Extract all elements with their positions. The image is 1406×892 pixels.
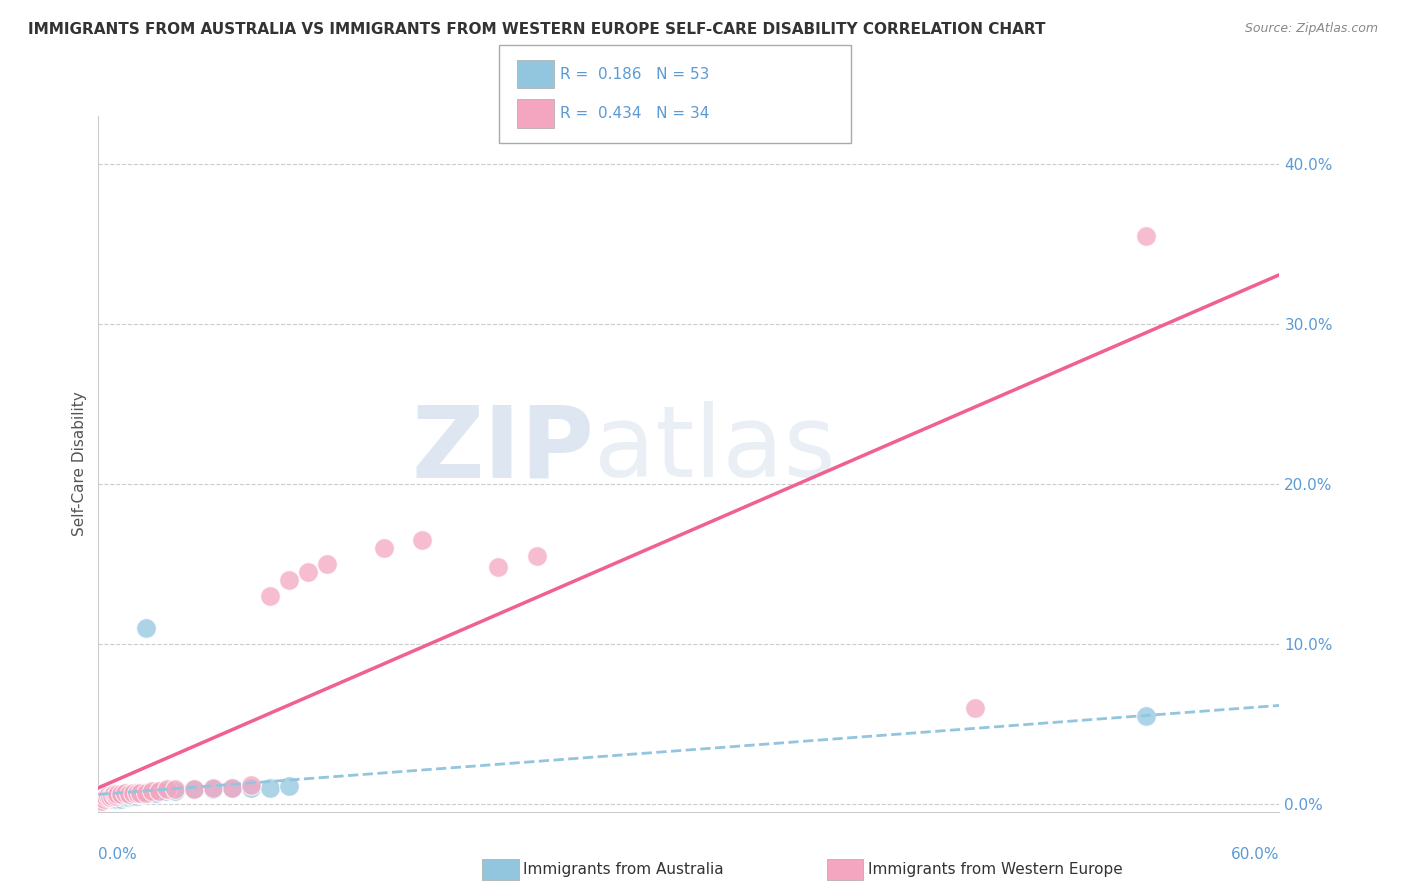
Point <box>135 621 157 635</box>
Point <box>259 589 281 603</box>
Point <box>163 782 186 797</box>
Point <box>139 785 162 799</box>
Point <box>94 792 117 806</box>
Point <box>201 782 224 797</box>
Point <box>148 784 170 798</box>
Point <box>488 560 510 574</box>
Point <box>963 700 986 714</box>
Point <box>110 787 132 801</box>
Point <box>110 792 132 806</box>
Point <box>127 787 149 801</box>
Point <box>129 787 152 801</box>
Point <box>163 784 186 798</box>
Point <box>93 792 115 806</box>
Point <box>97 790 120 805</box>
Point <box>373 541 395 555</box>
Point <box>239 778 262 792</box>
Point <box>277 573 299 587</box>
Point <box>1135 708 1157 723</box>
Point <box>91 793 114 807</box>
Point <box>108 787 131 801</box>
Point <box>131 787 153 801</box>
Point <box>135 785 157 799</box>
Point <box>121 785 143 799</box>
Y-axis label: Self-Care Disability: Self-Care Disability <box>72 392 87 536</box>
Point <box>108 790 131 805</box>
Point <box>104 787 127 801</box>
Point <box>107 789 129 803</box>
Point <box>135 785 157 799</box>
Point <box>89 793 111 807</box>
Text: Immigrants from Western Europe: Immigrants from Western Europe <box>868 863 1122 877</box>
Point <box>94 790 117 805</box>
Point <box>104 789 127 803</box>
Point <box>183 782 205 797</box>
Point <box>526 549 548 563</box>
Point <box>129 785 152 799</box>
Point <box>97 787 120 801</box>
Point <box>221 780 243 795</box>
Point <box>114 790 136 805</box>
Point <box>98 790 121 805</box>
Point <box>239 780 262 795</box>
Point <box>118 790 141 805</box>
Point <box>141 784 163 798</box>
Point <box>153 784 176 798</box>
Point <box>277 779 299 793</box>
Point <box>91 789 114 803</box>
Point <box>148 784 170 798</box>
Text: ZIP: ZIP <box>412 401 595 499</box>
Point <box>121 789 143 803</box>
Point <box>103 787 125 801</box>
Text: IMMIGRANTS FROM AUSTRALIA VS IMMIGRANTS FROM WESTERN EUROPE SELF-CARE DISABILITY: IMMIGRANTS FROM AUSTRALIA VS IMMIGRANTS … <box>28 22 1046 37</box>
Point <box>120 789 142 803</box>
Point <box>145 785 167 799</box>
Point <box>103 792 125 806</box>
Text: 60.0%: 60.0% <box>1232 847 1279 862</box>
Point <box>411 533 433 547</box>
Text: Immigrants from Australia: Immigrants from Australia <box>523 863 724 877</box>
Text: Source: ZipAtlas.com: Source: ZipAtlas.com <box>1244 22 1378 36</box>
Point <box>91 792 114 806</box>
Point <box>107 792 129 806</box>
Point <box>115 785 138 799</box>
Point <box>100 787 122 801</box>
Point <box>97 789 120 803</box>
Point <box>94 789 117 803</box>
Text: 0.0%: 0.0% <box>98 847 138 862</box>
Point <box>110 789 132 803</box>
Text: R =  0.434   N = 34: R = 0.434 N = 34 <box>560 106 709 120</box>
Point <box>125 785 148 799</box>
Point <box>183 782 205 797</box>
Point <box>112 790 135 805</box>
Point <box>118 787 141 801</box>
Point <box>141 785 163 799</box>
Point <box>100 790 122 805</box>
Point <box>115 789 138 803</box>
Text: R =  0.186   N = 53: R = 0.186 N = 53 <box>560 67 709 81</box>
Point <box>124 787 146 801</box>
Point <box>103 789 125 803</box>
Point <box>134 787 156 801</box>
Point <box>98 789 121 803</box>
Point <box>107 787 129 801</box>
Point <box>98 792 121 806</box>
Point <box>100 789 122 803</box>
Point <box>221 780 243 795</box>
Point <box>1135 228 1157 243</box>
Point <box>259 780 281 795</box>
Point <box>297 565 319 579</box>
Point <box>136 785 159 799</box>
Point <box>125 789 148 803</box>
Point <box>114 785 136 799</box>
Point <box>112 787 135 801</box>
Point <box>104 790 127 805</box>
Point <box>201 780 224 795</box>
Point <box>316 557 339 571</box>
Point <box>93 785 115 799</box>
Text: atlas: atlas <box>595 401 837 499</box>
Point <box>156 782 179 797</box>
Point <box>93 790 115 805</box>
